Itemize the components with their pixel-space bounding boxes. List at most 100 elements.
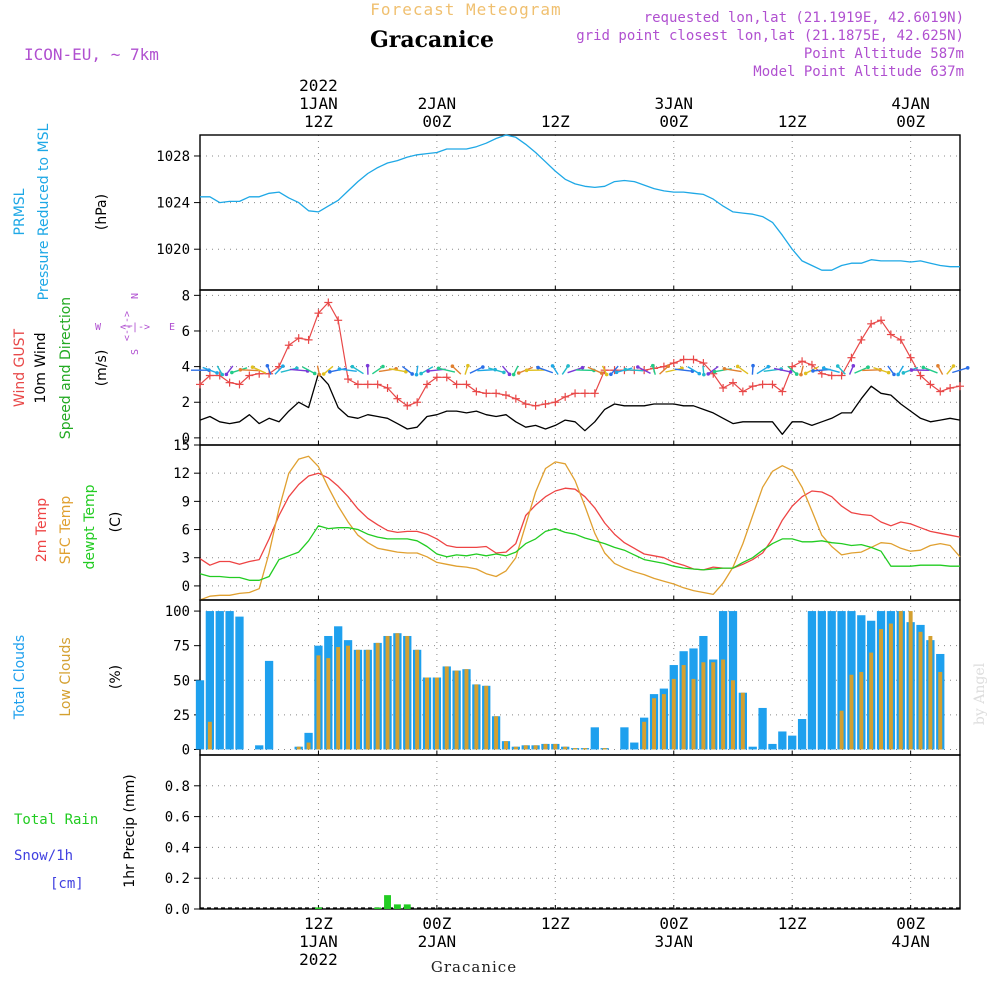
low-cloud-bar — [316, 655, 321, 750]
wind-arrow-head — [524, 368, 529, 373]
total-cloud-bar — [215, 611, 224, 750]
total-cloud-bar — [205, 611, 215, 750]
low-cloud-bar — [306, 742, 311, 750]
wind-gust-marker — [482, 389, 491, 398]
wind-gust-marker — [344, 375, 353, 384]
wind-arrow-head — [896, 372, 900, 377]
time-axis-label: 2022 — [299, 950, 338, 969]
wind-arrow-head — [230, 370, 234, 375]
compass-arrows: <-|-> — [120, 322, 150, 333]
low-cloud-bar — [681, 665, 686, 750]
precipitation-ytick-label: 0.4 — [165, 840, 190, 856]
low-cloud-bar — [671, 678, 676, 750]
wind-arrow-head — [835, 364, 840, 368]
wind-direction-arrow — [337, 367, 357, 373]
wind-direction-arrow — [321, 365, 334, 376]
wind-gust-marker — [877, 316, 886, 325]
wind-direction-arrow — [909, 368, 930, 372]
wind-direction-arrow — [265, 363, 272, 375]
total-cloud-bar — [590, 727, 599, 750]
total-cloud-bar — [255, 745, 264, 750]
total-cloud-bar — [195, 680, 205, 750]
low-cloud-bar — [464, 669, 469, 750]
wind-arrow-head — [507, 372, 512, 377]
total-cloud-bar — [748, 746, 757, 750]
precipitation-ytick-label: 0.0 — [165, 902, 190, 918]
wind-gust-marker — [521, 400, 530, 409]
pressure-panel: 1020 1024 1028 — [156, 134, 961, 291]
top-time-label: 00Z — [896, 112, 925, 131]
wind-arrow-shaft — [401, 365, 413, 375]
panels: 102010241028024680369121502550751000.00.… — [156, 134, 970, 918]
wind-gust-marker — [383, 383, 392, 392]
wind-arrow-head — [650, 363, 655, 368]
clouds-frame — [199, 599, 961, 756]
pressure-ytick-label: 1024 — [156, 196, 190, 212]
wind-direction-arrow — [414, 365, 419, 377]
wind-direction-arrow — [587, 366, 604, 375]
wind-direction-arrow — [896, 365, 905, 377]
precipitation-panel: 0.0 0.2 0.4 0.6 0.8 — [165, 754, 961, 918]
total-cloud-bar — [768, 743, 777, 750]
wind-arrow-head — [788, 370, 793, 374]
wind-gust-marker — [728, 378, 737, 387]
temperature-ytick-label: 6 — [182, 523, 190, 539]
wind-arrow-shaft — [567, 366, 583, 374]
low-cloud-bar — [523, 745, 528, 750]
time-axis-label: 12Z — [304, 914, 333, 933]
top-time-label: 00Z — [659, 112, 688, 131]
wind-gust-marker — [738, 387, 747, 396]
total-cloud-bar — [304, 732, 313, 750]
wind-ytick-label: 4 — [182, 360, 190, 376]
wind-direction-arrow — [650, 363, 656, 375]
wind-direction-arrow — [524, 368, 545, 373]
rain-bar — [314, 907, 322, 909]
wind-ytick-label: 6 — [182, 324, 190, 340]
compass-e: E — [169, 322, 175, 333]
footer-station: Gracanice — [431, 958, 517, 976]
total-cloud-bar — [837, 611, 846, 750]
temp-unit: (C) — [108, 512, 124, 533]
low-cloud-bar — [839, 710, 844, 750]
wind-panel: 0 2 4 6 8 — [182, 288, 970, 447]
wind-arrow-head — [580, 365, 585, 370]
pressure-ytick-label: 1020 — [156, 242, 190, 258]
total-cloud-bar — [620, 727, 629, 750]
wind-arrow-head — [250, 365, 255, 369]
temperature-panel: 0 3 6 9 12 15 — [173, 438, 961, 601]
clouds-ytick-label: 100 — [165, 604, 190, 620]
rain-bar — [403, 904, 411, 909]
top-time-label: 2022 — [299, 76, 338, 95]
wind-direction-arrow — [401, 365, 414, 376]
wind-arrow-shaft — [610, 365, 619, 375]
wind-arrow-head — [702, 372, 706, 377]
wind-direction-arrow — [799, 365, 804, 377]
wind-unit: (m/s) — [94, 350, 110, 387]
total-cloud-bar — [728, 611, 738, 750]
wind-arrow-shaft — [674, 368, 693, 372]
wind-arrow-head — [614, 370, 619, 375]
pressure-ytick-label: 1028 — [156, 149, 190, 165]
wind-direction-arrow — [488, 367, 506, 375]
wind-direction-arrow — [848, 363, 856, 375]
top-time-label: 12Z — [778, 112, 807, 131]
wind-gust-marker — [817, 369, 826, 378]
total-cloud-bar — [630, 742, 639, 750]
wind-arrow-head — [886, 370, 891, 375]
wind-arrow-head — [706, 372, 711, 376]
wind-label-gust: Wind GUST — [12, 328, 28, 407]
wind-gust-marker — [827, 371, 836, 380]
wind-arrow-shaft — [756, 366, 769, 375]
cloud-unit: (%) — [108, 665, 124, 689]
wind-direction-arrow — [835, 364, 846, 375]
low-cloud-bar — [543, 743, 548, 750]
wind-arrow-head — [799, 372, 803, 377]
wind-direction-arrow — [202, 366, 219, 375]
low-cloud-bar — [474, 684, 479, 750]
compass-rose: N S W E <-|-> <-|-> — [95, 293, 175, 355]
wind-gust-marker — [353, 380, 362, 389]
low-cloud-bar — [721, 659, 726, 750]
wind-direction-arrow — [602, 365, 609, 377]
wind-direction-arrow — [702, 365, 706, 377]
temperature-ytick-label: 12 — [173, 466, 190, 482]
